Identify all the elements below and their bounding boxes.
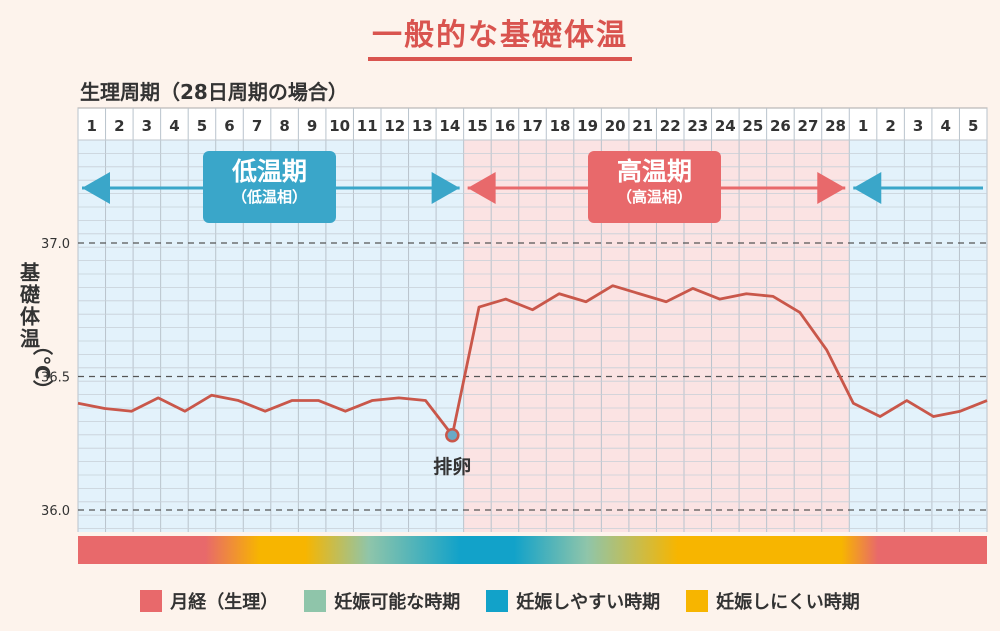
day-tick-label: 17	[522, 117, 543, 135]
day-tick-label: 14	[439, 117, 460, 135]
day-tick-label: 22	[660, 117, 681, 135]
day-tick-label: 16	[495, 117, 516, 135]
chart-title: 一般的な基礎体温	[0, 10, 1000, 61]
day-tick-label: 7	[252, 117, 262, 135]
y-axis-title: 基礎体温 （℃）	[16, 262, 55, 400]
day-tick-label: 15	[467, 117, 488, 135]
legend-label: 月経（生理）	[170, 592, 279, 613]
ovulation-label: 排卵	[433, 455, 471, 478]
low-temp-phase-label: 低温期 （低温相）	[203, 151, 336, 223]
y-tick-label: 36.5	[41, 371, 70, 386]
day-tick-label: 3	[913, 117, 923, 135]
day-tick-label: 1	[87, 117, 97, 135]
day-tick-label: 19	[577, 117, 598, 135]
y-tick-label: 36.0	[41, 504, 70, 519]
temperature-line	[77, 284, 988, 437]
ovulation-point	[445, 427, 460, 443]
day-tick-label: 20	[605, 117, 626, 135]
day-tick-label: 10	[329, 117, 350, 135]
day-tick-label: 6	[224, 117, 234, 135]
x-axis-title: 生理周期（28日周期の場合）	[80, 80, 348, 104]
high-temp-phase-subtitle: （高温相）	[616, 188, 692, 206]
day-tick-label: 9	[307, 117, 317, 135]
day-tick-label: 24	[715, 117, 736, 135]
day-tick-label: 8	[279, 117, 289, 135]
low-temp-phase-subtitle: （低温相）	[231, 188, 307, 206]
day-tick-label: 21	[632, 117, 653, 135]
y-tick-label: 37.0	[41, 237, 70, 252]
low-phase-arrow-right-head	[431, 172, 460, 204]
legend-item: 月経（生理）	[140, 588, 278, 614]
day-tick-label: 4	[940, 117, 950, 135]
legend-item: 妊娠しやすい時期	[486, 588, 660, 614]
y-axis-unit: （℃）	[30, 335, 55, 400]
day-tick-label: 1	[858, 117, 868, 135]
high-phase-arrow-right-head	[817, 172, 846, 204]
legend-label: 妊娠しやすい時期	[516, 592, 661, 613]
day-tick-label: 2	[114, 117, 124, 135]
legend: 月経（生理） 妊娠可能な時期 妊娠しやすい時期 妊娠しにくい時期	[0, 588, 1000, 614]
day-tick-label: 12	[384, 117, 405, 135]
legend-swatch	[486, 590, 509, 612]
high-temp-phase-label: 高温期 （高温相）	[588, 151, 721, 223]
day-tick-label: 5	[968, 117, 978, 135]
day-tick-label: 13	[412, 117, 433, 135]
legend-swatch	[304, 590, 327, 612]
day-header	[77, 107, 988, 141]
day-tick-label: 23	[687, 117, 708, 135]
day-tick-label: 3	[142, 117, 152, 135]
legend-label: 妊娠可能な時期	[334, 592, 461, 613]
day-tick-label: 11	[357, 117, 378, 135]
legend-label: 妊娠しにくい時期	[716, 592, 860, 613]
low-temp-phase-title: 低温期	[231, 157, 307, 186]
day-tick-label: 28	[825, 117, 846, 135]
high-temp-phase-title: 高温期	[616, 157, 692, 186]
legend-item: 妊娠可能な時期	[304, 588, 460, 614]
legend-swatch	[140, 590, 163, 612]
next-low-phase-arrow-head	[853, 172, 882, 204]
next-low-phase-band	[849, 140, 987, 532]
day-tick-label: 25	[742, 117, 763, 135]
day-tick-label: 2	[885, 117, 895, 135]
day-tick-label: 18	[550, 117, 571, 135]
day-tick-label: 4	[169, 117, 179, 135]
day-tick-label: 5	[197, 117, 207, 135]
day-tick-label: 26	[770, 117, 791, 135]
legend-item: 妊娠しにくい時期	[686, 588, 860, 614]
legend-swatch	[686, 590, 709, 612]
fertility-color-bar	[78, 536, 987, 564]
day-tick-label: 27	[798, 117, 819, 135]
